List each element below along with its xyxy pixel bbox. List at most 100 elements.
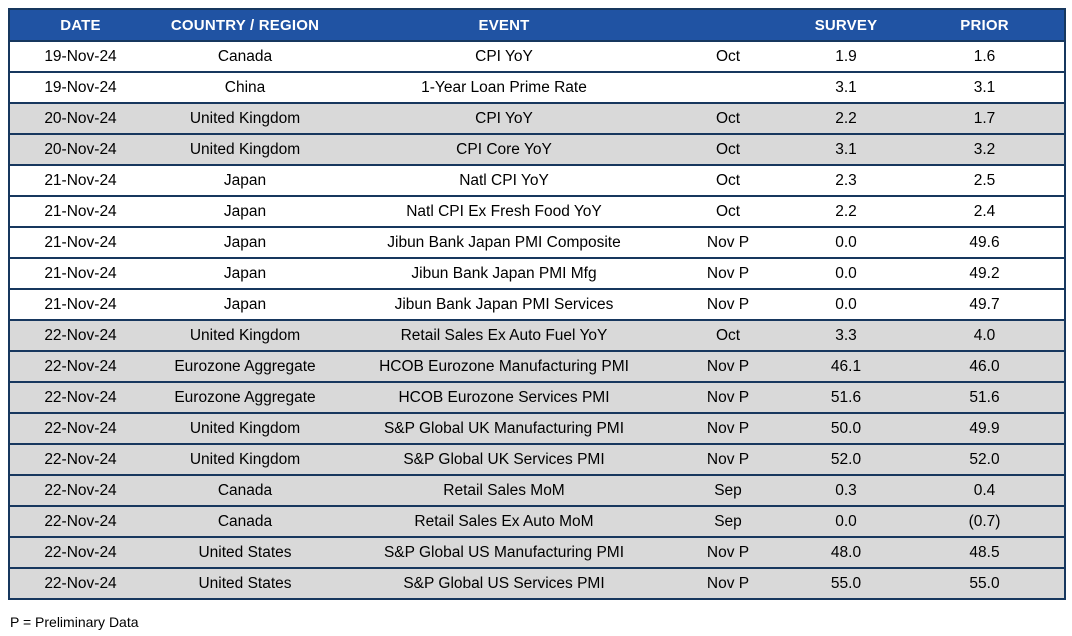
table-row: 21-Nov-24 Japan Jibun Bank Japan PMI Mfg No… <box>9 258 1065 290</box>
cell-date: 22-Nov-24 <box>9 320 151 352</box>
cell-survey: 50.0 <box>787 413 905 445</box>
cell-period: Sep <box>669 475 787 507</box>
cell-event: Natl CPI YoY <box>339 165 669 197</box>
cell-prior: 55.0 <box>905 568 1065 600</box>
cell-survey: 52.0 <box>787 444 905 476</box>
cell-country: United Kingdom <box>151 413 339 445</box>
cell-period: Nov P <box>669 382 787 414</box>
cell-event: Jibun Bank Japan PMI Composite <box>339 227 669 259</box>
cell-survey: 2.2 <box>787 103 905 135</box>
cell-period: Nov P <box>669 413 787 445</box>
cell-country: Canada <box>151 475 339 507</box>
cell-survey: 3.1 <box>787 134 905 166</box>
cell-country: Eurozone Aggregate <box>151 382 339 414</box>
cell-event: Retail Sales Ex Auto Fuel YoY <box>339 320 669 352</box>
cell-period: Oct <box>669 196 787 228</box>
cell-period: Nov P <box>669 537 787 569</box>
cell-country: China <box>151 72 339 104</box>
cell-prior: 1.6 <box>905 41 1065 73</box>
cell-period: Oct <box>669 320 787 352</box>
cell-event: Natl CPI Ex Fresh Food YoY <box>339 196 669 228</box>
cell-prior: 49.2 <box>905 258 1065 290</box>
cell-prior: 2.4 <box>905 196 1065 228</box>
cell-country: Japan <box>151 258 339 290</box>
table-row: 20-Nov-24 United Kingdom CPI Core YoY Oct 3.… <box>9 134 1065 166</box>
cell-date: 22-Nov-24 <box>9 475 151 507</box>
cell-survey: 0.0 <box>787 258 905 290</box>
cell-event: Retail Sales MoM <box>339 475 669 507</box>
cell-period: Oct <box>669 103 787 135</box>
cell-date: 20-Nov-24 <box>9 103 151 135</box>
cell-date: 21-Nov-24 <box>9 227 151 259</box>
cell-period: Nov P <box>669 258 787 290</box>
cell-prior: 3.2 <box>905 134 1065 166</box>
cell-event: CPI Core YoY <box>339 134 669 166</box>
cell-prior: 3.1 <box>905 72 1065 104</box>
cell-event: HCOB Eurozone Services PMI <box>339 382 669 414</box>
cell-date: 22-Nov-24 <box>9 444 151 476</box>
cell-date: 22-Nov-24 <box>9 382 151 414</box>
cell-prior: 48.5 <box>905 537 1065 569</box>
cell-date: 19-Nov-24 <box>9 41 151 73</box>
cell-date: 21-Nov-24 <box>9 196 151 228</box>
cell-date: 22-Nov-24 <box>9 351 151 383</box>
cell-date: 21-Nov-24 <box>9 165 151 197</box>
preliminary-data-footnote: P = Preliminary Data <box>10 614 139 630</box>
cell-period: Nov P <box>669 227 787 259</box>
table-row: 19-Nov-24 China 1-Year Loan Prime Rate 3.1 3… <box>9 72 1065 104</box>
cell-country: United Kingdom <box>151 134 339 166</box>
cell-country: Japan <box>151 227 339 259</box>
column-header-period <box>669 9 787 42</box>
cell-survey: 0.0 <box>787 289 905 321</box>
event-table-body: 19-Nov-24 Canada CPI YoY Oct 1.9 1.6 19-Nov-24… <box>9 41 1065 600</box>
cell-survey: 0.0 <box>787 227 905 259</box>
cell-survey: 1.9 <box>787 41 905 73</box>
cell-country: Canada <box>151 506 339 538</box>
cell-date: 21-Nov-24 <box>9 258 151 290</box>
cell-prior: 2.5 <box>905 165 1065 197</box>
cell-event: 1-Year Loan Prime Rate <box>339 72 669 104</box>
cell-event: HCOB Eurozone Manufacturing PMI <box>339 351 669 383</box>
cell-prior: 1.7 <box>905 103 1065 135</box>
table-row: 22-Nov-24 Eurozone Aggregate HCOB Eurozone… <box>9 382 1065 414</box>
economic-calendar-table: DATE COUNTRY / REGION EVENT SURVEY PRIOR… <box>8 8 1066 600</box>
cell-period: Oct <box>669 134 787 166</box>
cell-survey: 0.3 <box>787 475 905 507</box>
cell-country: Canada <box>151 41 339 73</box>
cell-event: Retail Sales Ex Auto MoM <box>339 506 669 538</box>
column-header-country: COUNTRY / REGION <box>151 9 339 42</box>
cell-survey: 46.1 <box>787 351 905 383</box>
cell-date: 22-Nov-24 <box>9 568 151 600</box>
table-row: 22-Nov-24 Canada Retail Sales MoM Sep 0.3 0.4 <box>9 475 1065 507</box>
cell-prior: 52.0 <box>905 444 1065 476</box>
cell-prior: (0.7) <box>905 506 1065 538</box>
cell-prior: 4.0 <box>905 320 1065 352</box>
cell-date: 22-Nov-24 <box>9 413 151 445</box>
cell-event: S&P Global US Manufacturing PMI <box>339 537 669 569</box>
column-header-event: EVENT <box>339 9 669 42</box>
cell-period: Sep <box>669 506 787 538</box>
cell-country: United States <box>151 568 339 600</box>
cell-survey: 3.3 <box>787 320 905 352</box>
cell-prior: 51.6 <box>905 382 1065 414</box>
cell-survey: 3.1 <box>787 72 905 104</box>
cell-period: Oct <box>669 41 787 73</box>
cell-date: 22-Nov-24 <box>9 537 151 569</box>
cell-prior: 49.7 <box>905 289 1065 321</box>
cell-event: Jibun Bank Japan PMI Mfg <box>339 258 669 290</box>
cell-survey: 2.3 <box>787 165 905 197</box>
cell-survey: 51.6 <box>787 382 905 414</box>
cell-event: S&P Global UK Manufacturing PMI <box>339 413 669 445</box>
column-header-prior: PRIOR <box>905 9 1065 42</box>
cell-period <box>669 72 787 104</box>
cell-period: Nov P <box>669 568 787 600</box>
cell-country: Japan <box>151 196 339 228</box>
cell-prior: 49.9 <box>905 413 1065 445</box>
table-row: 21-Nov-24 Japan Natl CPI YoY Oct 2.3 2.5 <box>9 165 1065 197</box>
cell-period: Oct <box>669 165 787 197</box>
table-row: 22-Nov-24 United States S&P Global US Serv… <box>9 568 1065 600</box>
cell-date: 20-Nov-24 <box>9 134 151 166</box>
cell-date: 22-Nov-24 <box>9 506 151 538</box>
cell-country: United Kingdom <box>151 103 339 135</box>
cell-period: Nov P <box>669 444 787 476</box>
